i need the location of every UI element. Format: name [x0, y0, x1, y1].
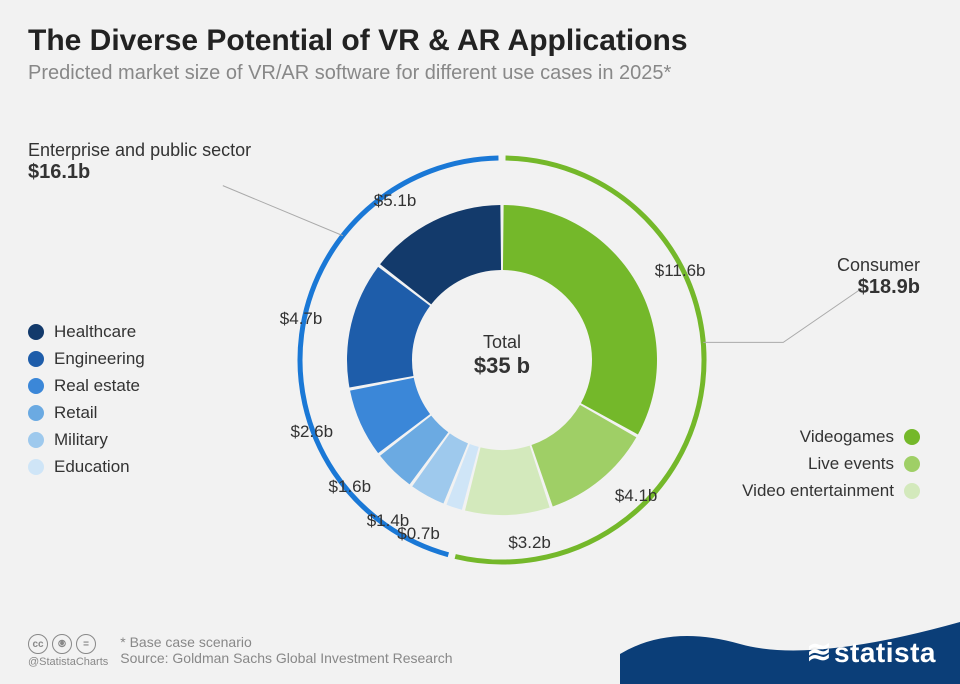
statista-logo: ≋ statista — [806, 635, 936, 670]
chart-title: The Diverse Potential of VR & AR Applica… — [28, 24, 932, 58]
legend-label: Live events — [808, 454, 894, 474]
swatch-icon — [28, 351, 44, 367]
chart-subtitle: Predicted market size of VR/AR software … — [28, 62, 932, 85]
legend-label: Engineering — [54, 349, 145, 369]
sector-amount: $18.9b — [837, 276, 920, 299]
swatch-icon — [28, 459, 44, 475]
center-text: Total — [452, 332, 552, 353]
swatch-icon — [28, 378, 44, 394]
header: The Diverse Potential of VR & AR Applica… — [0, 0, 960, 93]
sector-amount: $16.1b — [28, 161, 251, 184]
footer: cc 🞊 = @StatistaCharts * Base case scena… — [28, 634, 453, 668]
legend-item-video_ent: Video entertainment — [742, 481, 920, 501]
value-label-video_ent: $3.2b — [508, 533, 551, 553]
legend-item-live_events: Live events — [742, 454, 920, 474]
legend-label: Retail — [54, 403, 97, 423]
swatch-icon — [28, 405, 44, 421]
value-label-videogames: $11.6b — [655, 261, 706, 281]
sector-label-consumer: Consumer $18.9b — [837, 255, 920, 299]
swatch-icon — [904, 429, 920, 445]
sector-label-enterprise: Enterprise and public sector $16.1b — [28, 140, 251, 184]
legend-label: Videogames — [800, 427, 894, 447]
chart-area: Enterprise and public sector $16.1b Cons… — [0, 100, 960, 600]
cc-by-icon: 🞊 — [52, 634, 72, 654]
value-label-healthcare: $5.1b — [374, 191, 417, 211]
cc-icons: cc 🞊 = @StatistaCharts — [28, 634, 108, 668]
swatch-icon — [904, 483, 920, 499]
value-label-engineering: $4.7b — [280, 309, 323, 329]
legend-item-military: Military — [28, 430, 145, 450]
value-label-retail: $1.6b — [329, 477, 372, 497]
value-label-live_events: $4.1b — [615, 486, 658, 506]
legend-item-real_estate: Real estate — [28, 376, 145, 396]
legend-label: Real estate — [54, 376, 140, 396]
value-label-real_estate: $2.6b — [291, 422, 334, 442]
value-label-military: $1.4b — [367, 511, 410, 531]
legend-item-healthcare: Healthcare — [28, 322, 145, 342]
sector-name: Enterprise and public sector — [28, 140, 251, 161]
legend-item-education: Education — [28, 457, 145, 477]
legend-label: Military — [54, 430, 108, 450]
cc-nd-icon: = — [76, 634, 96, 654]
source: Source: Goldman Sachs Global Investment … — [120, 650, 452, 666]
legend-label: Healthcare — [54, 322, 136, 342]
center-label: Total $35 b — [452, 332, 552, 379]
legend-item-retail: Retail — [28, 403, 145, 423]
swatch-icon — [28, 324, 44, 340]
center-value: $35 b — [452, 353, 552, 379]
statista-handle: @StatistaCharts — [28, 656, 108, 668]
legend-item-engineering: Engineering — [28, 349, 145, 369]
swatch-icon — [904, 456, 920, 472]
legend-label: Education — [54, 457, 130, 477]
legend-right: Videogames Live events Video entertainment — [742, 420, 920, 508]
legend-label: Video entertainment — [742, 481, 894, 501]
leader-line — [223, 186, 343, 236]
swatch-icon — [28, 432, 44, 448]
legend-item-videogames: Videogames — [742, 427, 920, 447]
statista-wave-icon: ≋ — [806, 635, 832, 670]
sector-name: Consumer — [837, 255, 920, 276]
cc-icon: cc — [28, 634, 48, 654]
footnote: * Base case scenario — [120, 634, 452, 650]
legend-left: Healthcare Engineering Real estate Retail Mi… — [28, 315, 145, 484]
donut-slice-videogames — [503, 205, 657, 434]
brand-name: statista — [834, 637, 936, 669]
